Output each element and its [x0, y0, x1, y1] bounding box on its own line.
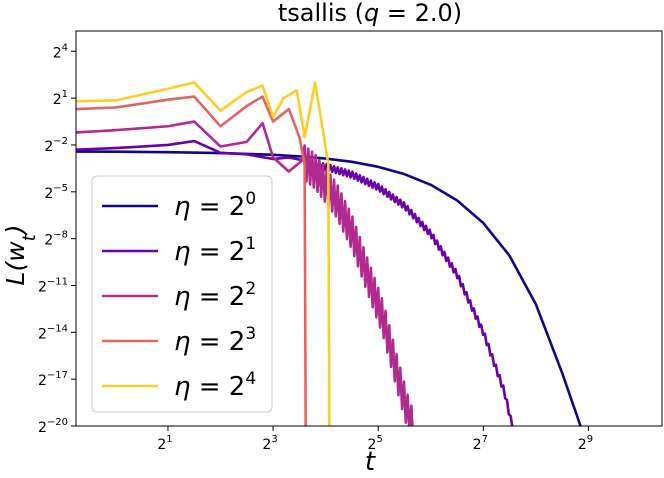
- legend-label-1: η = 21: [174, 234, 256, 267]
- x-tick-label-2: 25: [368, 434, 383, 453]
- y-tick-label-8: 2−20: [38, 417, 68, 436]
- legend-label-2: η = 22: [174, 279, 256, 312]
- y-axis: 24 21 2−2 2−5 2−8 2−11 2−14 2−17 2−20: [38, 42, 76, 436]
- y-tick-label-3: 2−5: [44, 183, 68, 202]
- y-axis-label: L(wt): [1, 225, 40, 286]
- chart-title: tsallis (q = 2.0): [278, 0, 462, 27]
- series-layer: [76, 81, 582, 426]
- y-tick-label-1: 21: [53, 89, 68, 108]
- x-tick-label-0: 21: [157, 434, 172, 453]
- y-tick-label-6: 2−14: [38, 323, 68, 342]
- x-axis-label: t: [365, 447, 376, 477]
- series-line-2: [76, 120, 414, 426]
- legend: η = 20 η = 21 η = 22 η = 23 η = 24: [91, 175, 273, 413]
- y-tick-label-4: 2−8: [44, 230, 68, 249]
- legend-label-4: η = 24: [174, 369, 256, 402]
- x-tick-label-3: 27: [473, 434, 488, 453]
- legend-box: [91, 175, 273, 413]
- plot-frame: [75, 30, 663, 427]
- legend-label-3: η = 23: [174, 324, 256, 357]
- series-line-3: [76, 95, 307, 426]
- x-tick-label-1: 23: [262, 434, 277, 453]
- series-line-4: [76, 81, 331, 426]
- series-line-0: [76, 150, 582, 426]
- y-tick-label-5: 2−11: [38, 276, 68, 295]
- y-tick-label-7: 2−17: [38, 370, 68, 389]
- x-axis: 21 23 25 27 29: [157, 426, 593, 453]
- x-tick-label-4: 29: [578, 434, 593, 453]
- legend-label-0: η = 20: [174, 189, 256, 222]
- y-tick-label-2: 2−2: [44, 136, 68, 155]
- y-tick-label-0: 24: [53, 42, 68, 61]
